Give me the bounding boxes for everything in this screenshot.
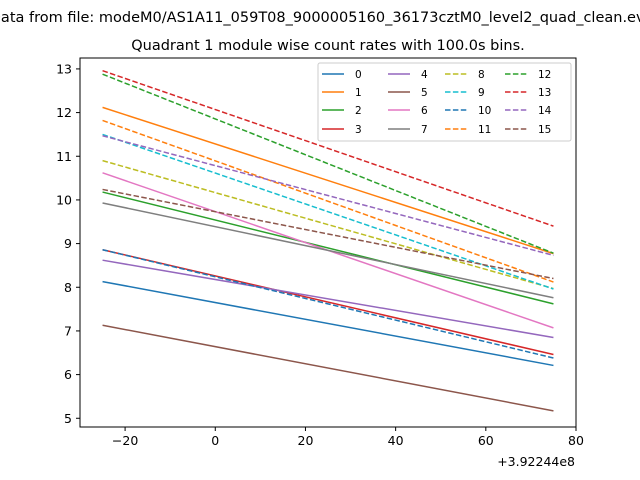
legend-label-15: 15: [538, 124, 551, 136]
y-tick-label: 6: [64, 367, 72, 382]
legend-label-2: 2: [355, 105, 362, 117]
legend-label-10: 10: [478, 105, 491, 117]
series-line-11: [102, 119, 554, 283]
legend-label-8: 8: [478, 69, 485, 81]
axes-frame: [79, 57, 577, 428]
series-line-15: [102, 188, 554, 280]
series-line-4: [102, 259, 554, 339]
y-tick-label: 11: [56, 149, 72, 164]
y-tick-label: 5: [64, 411, 72, 426]
legend-box: [317, 62, 572, 142]
y-tick-label: 12: [56, 105, 72, 120]
legend-label-0: 0: [355, 69, 362, 81]
legend-label-11: 11: [478, 124, 491, 136]
legend-label-14: 14: [538, 105, 552, 117]
x-tick-label: 80: [568, 433, 584, 448]
series-line-2: [102, 191, 554, 305]
series-line-7: [102, 202, 554, 299]
figure-suptitle: Data from file: modeM0/AS1A11_059T08_900…: [0, 10, 640, 26]
y-tick-label: 8: [64, 280, 72, 295]
y-tick-label: 7: [64, 323, 72, 338]
legend-label-3: 3: [355, 124, 362, 136]
series-line-0: [102, 280, 554, 367]
x-tick-label: 60: [478, 433, 494, 448]
series-line-3: [102, 248, 554, 356]
x-tick-label: 20: [298, 433, 314, 448]
legend-label-4: 4: [421, 69, 428, 81]
x-tick-label: −20: [112, 433, 138, 448]
y-axis: 5 6 7 8 9 10 11 12 13: [56, 61, 80, 426]
legend-label-12: 12: [538, 69, 551, 81]
y-tick-label: 13: [56, 61, 72, 76]
x-tick-label: 0: [211, 433, 219, 448]
series-line-10: [102, 248, 554, 359]
legend-label-13: 13: [538, 87, 551, 99]
plot-area: [79, 57, 577, 428]
chart-title: Quadrant 1 module wise count rates with …: [131, 38, 525, 54]
y-tick-label: 9: [64, 236, 72, 251]
series-layer: [102, 69, 554, 412]
series-line-1: [102, 106, 554, 255]
series-line-14: [102, 135, 554, 257]
y-tick-label: 10: [56, 192, 72, 207]
legend-label-6: 6: [421, 105, 428, 117]
legend-label-5: 5: [421, 87, 428, 99]
legend-label-7: 7: [421, 124, 428, 136]
x-tick-label: 40: [388, 433, 404, 448]
legend-label-1: 1: [355, 87, 362, 99]
series-line-8: [102, 159, 554, 290]
series-line-5: [102, 324, 554, 412]
x-axis: −20 0 20 40 60 80: [112, 427, 584, 448]
series-line-12: [102, 73, 554, 254]
x-axis-offset-label: +3.92244e8: [497, 454, 575, 469]
legend-label-9: 9: [478, 87, 485, 99]
series-line-13: [102, 69, 554, 227]
